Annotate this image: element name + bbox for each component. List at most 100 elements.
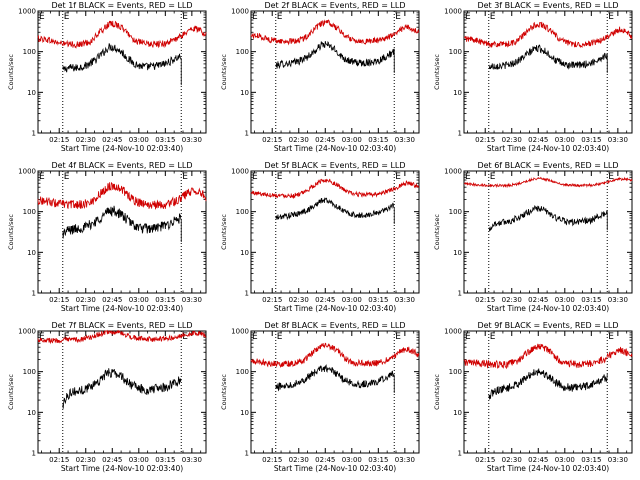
plot-frame [463, 170, 633, 294]
plot-frame [463, 10, 633, 134]
x-tick-label: 02:30 [76, 296, 96, 304]
events-series-line [488, 368, 608, 400]
x-axis-label: Start Time (24-Nov-10 02:03:40) [487, 304, 609, 313]
events-series-line [62, 368, 182, 409]
plot-frame [250, 170, 420, 294]
event-marker-label: E [608, 172, 614, 182]
x-tick-label: 02:30 [502, 136, 522, 144]
x-tick-label: 03:15 [368, 136, 388, 144]
event-marker-label: E [182, 332, 188, 342]
x-tick-label: 02:45 [315, 136, 335, 144]
x-tick-label: 02:30 [289, 456, 309, 464]
events-series-line [275, 40, 395, 73]
events-series-line [275, 197, 395, 224]
x-tick-label: 02:15 [262, 456, 282, 464]
detector-panel-5: Det 5f BLACK = Events, RED = LLD 1 10 100 10… [220, 161, 420, 313]
y-tick-label: 10 [240, 409, 249, 417]
x-tick-label: 02:45 [315, 456, 335, 464]
x-tick-label: 03:15 [368, 296, 388, 304]
y-tick-label: 10 [27, 249, 36, 257]
x-tick-label: 03:30 [395, 296, 415, 304]
panel-title: Det 2f BLACK = Events, RED = LLD [264, 1, 405, 10]
x-tick-label: 03:15 [581, 136, 601, 144]
panel-title: Det 8f BLACK = Events, RED = LLD [264, 321, 405, 330]
event-marker-label: E [395, 12, 401, 22]
event-marker-label: E [490, 12, 496, 22]
x-tick-label: 03:00 [129, 136, 149, 144]
x-tick-label: 03:15 [581, 456, 601, 464]
x-axis-label: Start Time (24-Nov-10 02:03:40) [487, 464, 609, 473]
x-tick-label: 02:30 [502, 456, 522, 464]
x-tick-label: 02:15 [475, 456, 495, 464]
event-marker-label: E [490, 332, 496, 342]
event-marker-label: E [252, 172, 258, 182]
x-tick-label: 03:15 [155, 456, 175, 464]
events-series-line [62, 205, 182, 242]
x-axis-label: Start Time (24-Nov-10 02:03:40) [487, 144, 609, 153]
y-tick-label: 1 [32, 450, 36, 458]
panel-title: Det 7f BLACK = Events, RED = LLD [51, 321, 192, 330]
y-tick-label: 1 [245, 450, 249, 458]
x-tick-label: 03:30 [395, 136, 415, 144]
events-series-line [62, 43, 182, 86]
y-tick-label: 100 [449, 48, 462, 56]
x-tick-label: 03:30 [608, 456, 628, 464]
x-tick-label: 02:15 [49, 296, 69, 304]
x-tick-label: 03:30 [395, 456, 415, 464]
events-series-line [488, 44, 608, 73]
y-tick-label: 10 [27, 409, 36, 417]
panel-title: Det 9f BLACK = Events, RED = LLD [477, 321, 618, 330]
lld-series-line [250, 19, 420, 46]
event-marker-label: E [252, 332, 258, 342]
y-tick-label: 1000 [444, 168, 462, 176]
y-tick-label: 100 [449, 368, 462, 376]
y-axis-label: Counts/sec [7, 374, 15, 410]
lld-series-line [463, 176, 633, 189]
x-tick-label: 03:15 [368, 456, 388, 464]
lld-series-line [37, 329, 207, 345]
detector-panel-6: Det 6f BLACK = Events, RED = LLD 1 10 100 10… [433, 161, 633, 313]
x-tick-label: 02:45 [528, 456, 548, 464]
panel-title: Det 1f BLACK = Events, RED = LLD [51, 1, 192, 10]
y-tick-label: 10 [240, 249, 249, 257]
lld-series-line [37, 20, 207, 49]
y-tick-label: 100 [23, 48, 36, 56]
detector-panel-9: Det 9f BLACK = Events, RED = LLD 1 10 100 10… [433, 321, 633, 473]
lld-series-line [37, 182, 207, 210]
y-axis-label: Counts/sec [220, 54, 228, 90]
x-tick-label: 02:45 [102, 136, 122, 144]
event-marker-label: E [608, 12, 614, 22]
x-tick-label: 03:15 [155, 296, 175, 304]
y-tick-label: 10 [453, 89, 462, 97]
y-axis-label: Counts/sec [7, 214, 15, 250]
x-axis-label: Start Time (24-Nov-10 02:03:40) [61, 464, 183, 473]
event-marker-label: E [182, 12, 188, 22]
x-tick-label: 02:30 [289, 296, 309, 304]
y-axis-label: Counts/sec [433, 214, 441, 250]
y-tick-label: 10 [453, 249, 462, 257]
events-series-line [275, 364, 395, 393]
y-axis-label: Counts/sec [433, 54, 441, 90]
detector-panel-8: Det 8f BLACK = Events, RED = LLD 1 10 100 10… [220, 321, 420, 473]
y-tick-label: 10 [453, 409, 462, 417]
x-tick-label: 03:30 [182, 296, 202, 304]
event-marker-label: E [39, 12, 45, 22]
y-tick-label: 10 [240, 89, 249, 97]
event-marker-label: E [39, 332, 45, 342]
x-tick-label: 03:00 [129, 456, 149, 464]
detector-panel-2: Det 2f BLACK = Events, RED = LLD 1 10 100 10… [220, 1, 420, 153]
x-tick-label: 03:00 [555, 456, 575, 464]
y-tick-label: 1000 [444, 328, 462, 336]
plot-frame [37, 330, 207, 454]
x-tick-label: 03:30 [182, 136, 202, 144]
x-tick-label: 03:30 [608, 296, 628, 304]
panel-title: Det 6f BLACK = Events, RED = LLD [477, 161, 618, 170]
x-tick-label: 02:15 [49, 136, 69, 144]
y-tick-label: 100 [236, 48, 249, 56]
plot-frame [463, 330, 633, 454]
events-series-line [488, 205, 608, 232]
y-tick-label: 1 [458, 290, 462, 298]
event-marker-label: E [39, 172, 45, 182]
event-marker-label: E [395, 172, 401, 182]
